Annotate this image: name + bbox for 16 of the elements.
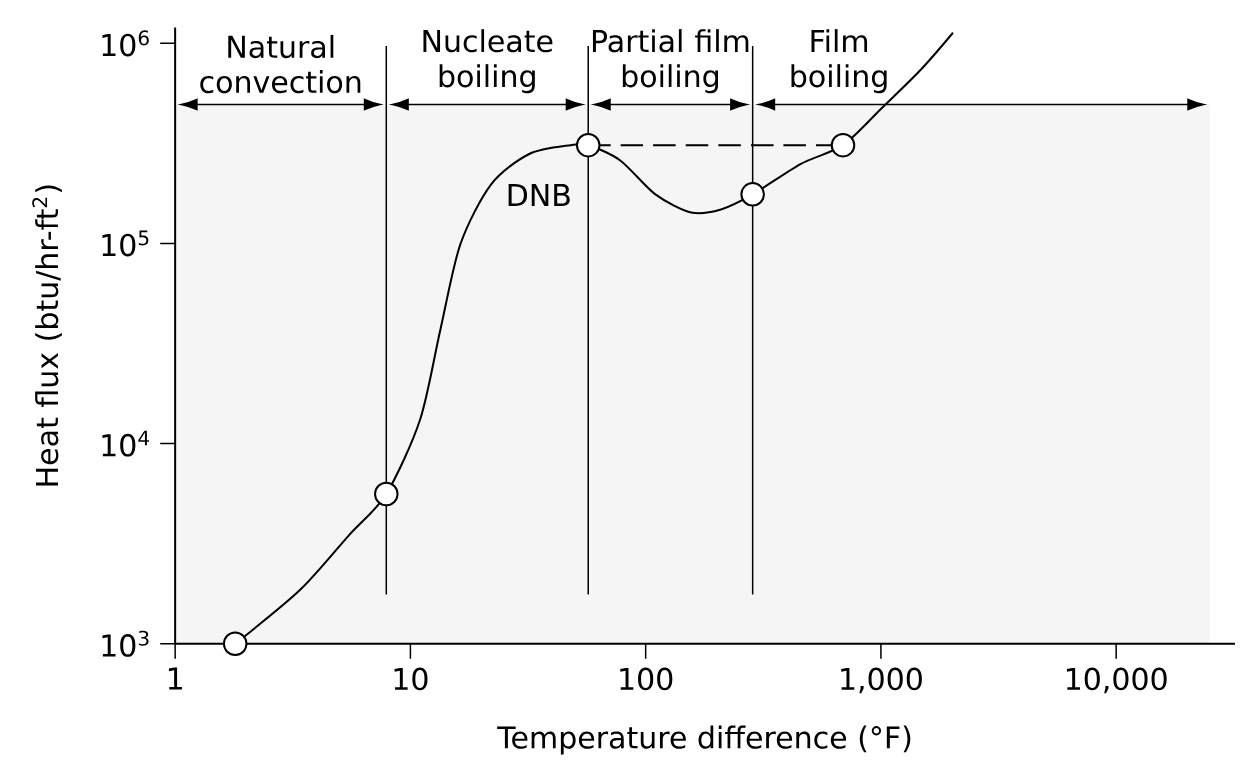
x-tick-label: 10 [394,667,428,691]
y-tick-label: 10$^{6}$ [102,30,149,57]
x-tick-label: 1,000 [841,667,922,694]
annotation: DNB [508,184,570,207]
x-tick-label: 100 [620,667,673,691]
y-tick-label: 10$^{5}$ [102,230,149,257]
y-tick-label: 10$^{3}$ [102,630,149,658]
y-axis-title: Heat flux (btu/hr-ft$^{2}$) [32,185,62,486]
y-tick-label: 10$^{4}$ [102,430,149,457]
band-label: Natural convection [200,35,361,94]
band-label: Film boiling [791,29,887,94]
x-axis-title: Temperature difference (°F) [497,725,911,755]
band-label: Nucleate boiling [423,29,553,94]
x-tick-label: 10,000 [1066,667,1167,694]
band-label: Partial film boiling [592,29,749,94]
x-tick-label: 1 [168,667,182,690]
